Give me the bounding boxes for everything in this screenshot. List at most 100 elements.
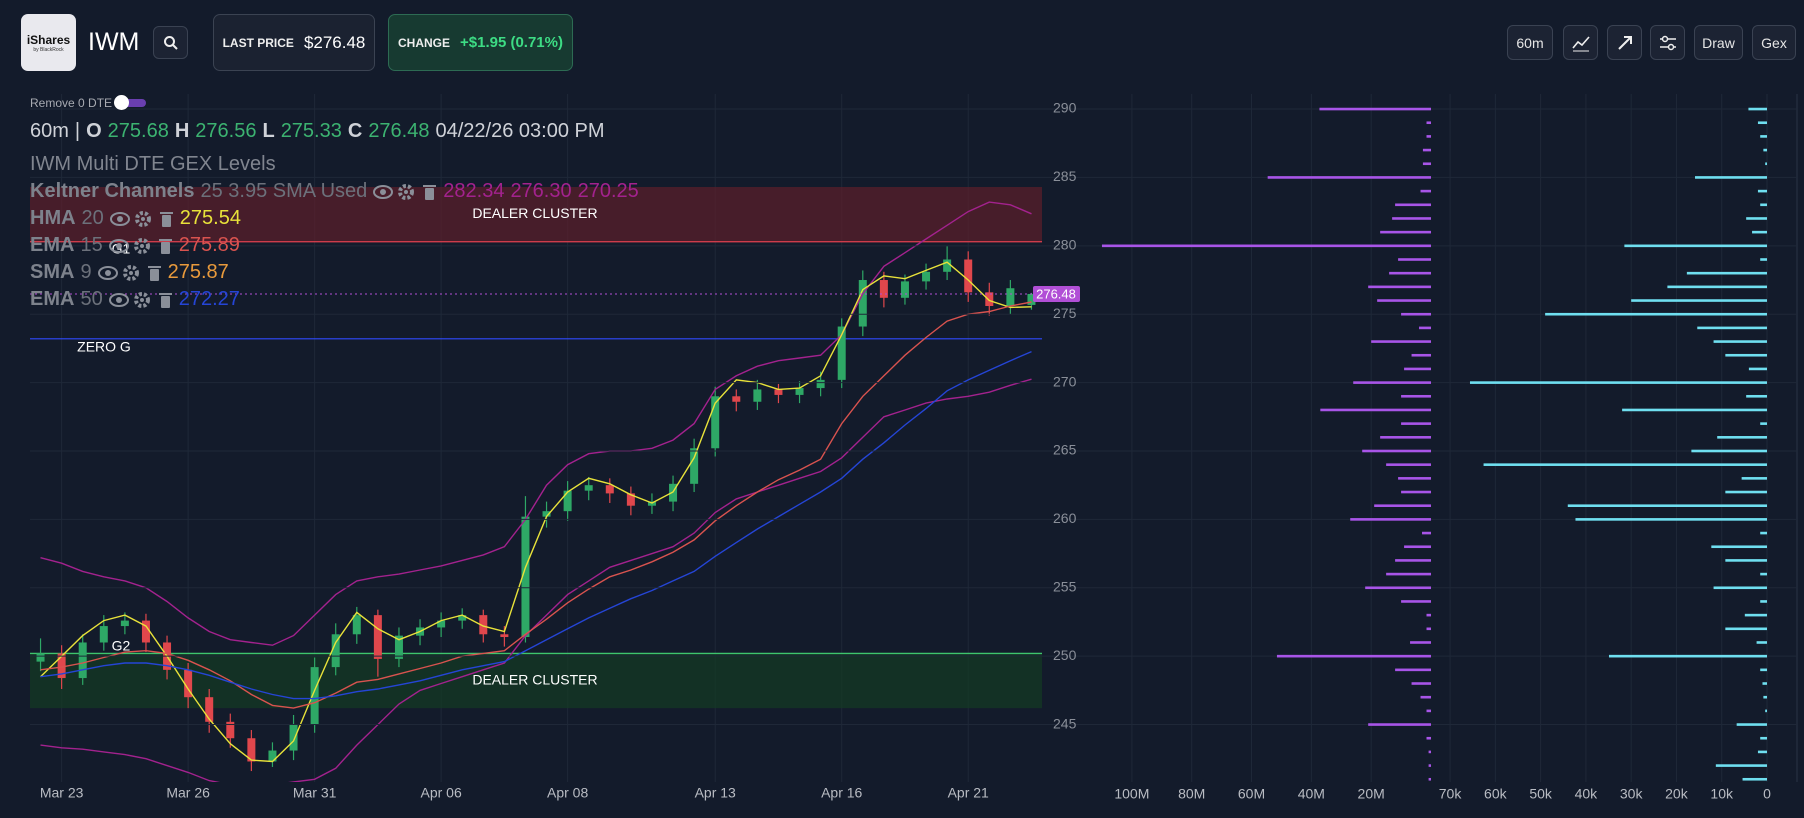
candle-body xyxy=(753,389,762,402)
gex-bar xyxy=(1426,736,1431,740)
gex-bar xyxy=(1760,531,1767,535)
indicator-controls[interactable] xyxy=(373,182,437,202)
indicator-controls[interactable] xyxy=(109,209,174,229)
gex-bar xyxy=(1697,326,1767,330)
gex-bar xyxy=(1746,394,1767,398)
legend-row: Keltner Channels 25 3.95 SMA Used 282.34 27… xyxy=(30,180,639,203)
gex-bar xyxy=(1392,217,1431,220)
x-tick-label: Mar 26 xyxy=(166,785,210,801)
legend-icons[interactable] xyxy=(373,182,437,202)
legend-row: HMA 20 275.54 xyxy=(30,207,241,230)
gex-bar xyxy=(1760,572,1767,576)
indicator-params: 50 xyxy=(80,288,103,310)
gex-bar xyxy=(1757,121,1767,125)
x-tick-label: 20k xyxy=(1665,786,1689,802)
indicator-controls[interactable] xyxy=(97,263,162,283)
gex-bar xyxy=(1377,299,1431,302)
gex-bar xyxy=(1101,244,1431,248)
candle-body xyxy=(985,292,994,307)
gex-bar xyxy=(1401,312,1431,316)
legend-icons[interactable] xyxy=(97,263,162,283)
last-price-box: LAST PRICE $276.48 xyxy=(213,14,375,71)
indicator-name: SMA xyxy=(30,261,75,283)
candle-body xyxy=(437,620,446,628)
candle-body xyxy=(394,635,403,659)
candle-body xyxy=(479,615,488,635)
indicator-value: 282.34 xyxy=(443,180,505,202)
gex-bar xyxy=(1398,477,1431,480)
gex-bar xyxy=(1395,668,1431,672)
gex-bar xyxy=(1725,490,1767,494)
gex-bar xyxy=(1713,586,1767,590)
gex-bar xyxy=(1353,381,1431,384)
gex-bar xyxy=(1765,709,1767,713)
x-tick-label: 60M xyxy=(1238,786,1265,802)
toggle-label: Remove 0 DTE xyxy=(30,96,113,110)
candle-body xyxy=(373,615,382,659)
candle-body xyxy=(626,493,635,506)
gex-bar xyxy=(1401,394,1431,398)
ticker: IWM xyxy=(88,28,140,56)
candle-body xyxy=(184,669,193,698)
gex-button[interactable]: Gex xyxy=(1752,25,1796,60)
gex-bar xyxy=(1695,176,1767,179)
dealer-zone xyxy=(30,187,1042,242)
x-tick-label: Apr 06 xyxy=(421,785,462,801)
draw-button[interactable]: Draw xyxy=(1694,25,1743,60)
gex-bar xyxy=(1411,682,1431,685)
gex-bar xyxy=(1691,449,1767,453)
settings-button[interactable] xyxy=(1650,25,1685,60)
x-tick-label: 0 xyxy=(1763,786,1771,802)
gex-bar xyxy=(1760,736,1767,740)
gex-bar xyxy=(1763,695,1767,699)
gex-bar xyxy=(1608,654,1767,658)
indicator-line xyxy=(40,378,1032,782)
candle-body xyxy=(141,620,150,643)
legend-icons[interactable] xyxy=(109,209,174,229)
indicator-value: 270.25 xyxy=(577,180,639,202)
change-box: CHANGE +$1.95 (0.71%) xyxy=(388,14,573,71)
close-value: 276.48 xyxy=(368,120,430,142)
x-tick-label: 100M xyxy=(1114,786,1149,802)
gex-bar xyxy=(1404,367,1431,371)
y-tick-label: 290 xyxy=(1053,100,1077,116)
interval-button[interactable]: 60m xyxy=(1507,25,1553,60)
indicator-line xyxy=(40,261,1032,763)
gex-bar xyxy=(1422,162,1431,166)
legend-icons[interactable] xyxy=(108,290,173,310)
search-button[interactable] xyxy=(153,26,188,59)
gex-bar xyxy=(1420,189,1431,193)
trend-button[interactable] xyxy=(1607,25,1642,60)
gex-bar xyxy=(1426,709,1431,713)
toggle[interactable] xyxy=(114,95,146,110)
x-tick-label: Mar 31 xyxy=(293,785,337,801)
ohlc-letter: O xyxy=(86,120,102,142)
gex-bar xyxy=(1748,107,1767,111)
gex-bar xyxy=(1380,436,1431,439)
indicator-controls[interactable] xyxy=(108,290,173,310)
candle-body xyxy=(879,280,888,298)
gex-bar xyxy=(1380,230,1431,234)
gex-bar xyxy=(1350,518,1431,521)
candle-body xyxy=(310,667,319,725)
gex-bar xyxy=(1426,613,1431,617)
indicator-controls[interactable] xyxy=(108,236,173,256)
candle-body xyxy=(521,516,530,638)
x-tick-label: Mar 23 xyxy=(40,785,84,801)
change-label: CHANGE xyxy=(397,35,450,50)
gex-bar xyxy=(1624,244,1767,248)
gex-bar xyxy=(1368,285,1431,289)
gex-bar xyxy=(1744,613,1767,617)
gex-bar xyxy=(1428,750,1431,754)
y-tick-label: 270 xyxy=(1053,373,1077,389)
gex-bar xyxy=(1483,463,1767,466)
candle-body xyxy=(458,615,467,621)
legend-icons[interactable] xyxy=(108,236,173,256)
x-tick-label: 70k xyxy=(1439,786,1463,802)
candle-body xyxy=(837,326,846,380)
indicators-button[interactable] xyxy=(1563,25,1598,60)
logo[interactable]: iShares by BlackRock xyxy=(21,14,76,71)
low-value: 275.33 xyxy=(280,120,342,142)
gex-bar xyxy=(1686,271,1767,275)
